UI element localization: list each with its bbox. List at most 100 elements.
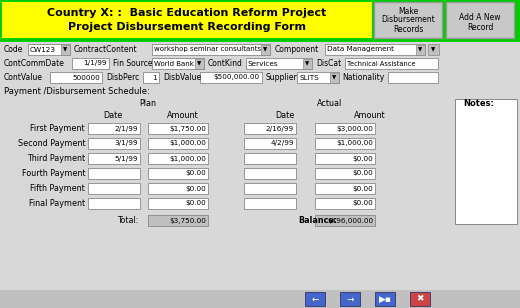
Bar xyxy=(143,72,159,83)
Text: ▼: ▼ xyxy=(332,75,336,80)
Bar xyxy=(0,40,520,291)
Text: $0.00: $0.00 xyxy=(185,185,206,192)
Text: →: → xyxy=(346,294,354,303)
Text: $0.00: $0.00 xyxy=(352,171,373,176)
Text: Date: Date xyxy=(103,111,123,120)
Text: SLITS: SLITS xyxy=(299,75,319,80)
Text: ▼: ▼ xyxy=(63,47,68,52)
Text: Plan: Plan xyxy=(139,99,157,108)
Bar xyxy=(88,198,140,209)
Bar xyxy=(50,72,102,83)
Bar xyxy=(28,44,70,55)
Text: 2/16/99: 2/16/99 xyxy=(266,125,294,132)
Bar xyxy=(88,138,140,149)
Text: Project Disbursement Recording Form: Project Disbursement Recording Form xyxy=(68,22,306,32)
Text: workshop seminar consultants: workshop seminar consultants xyxy=(154,47,261,52)
Bar xyxy=(315,168,375,179)
Bar xyxy=(325,44,425,55)
Bar xyxy=(244,168,296,179)
Bar xyxy=(303,59,311,68)
Bar xyxy=(244,198,296,209)
Bar xyxy=(148,138,208,149)
Text: Records: Records xyxy=(393,25,423,34)
Text: 3/1/99: 3/1/99 xyxy=(114,140,138,147)
Text: 500000: 500000 xyxy=(72,75,100,80)
Text: Disbursement: Disbursement xyxy=(381,15,435,25)
Text: ←: ← xyxy=(311,294,319,303)
Text: CW123: CW123 xyxy=(30,47,56,52)
Text: $0.00: $0.00 xyxy=(352,156,373,161)
Bar xyxy=(148,183,208,194)
Text: Add A New: Add A New xyxy=(459,13,501,22)
Text: Actual: Actual xyxy=(317,99,343,108)
Text: Date: Date xyxy=(276,111,295,120)
Text: ▼: ▼ xyxy=(419,47,423,52)
Text: Record: Record xyxy=(467,22,493,31)
Text: 2/1/99: 2/1/99 xyxy=(114,125,138,132)
Bar xyxy=(0,290,520,308)
Bar xyxy=(345,58,438,69)
Text: $1,000.00: $1,000.00 xyxy=(169,140,206,147)
Bar xyxy=(428,44,439,55)
Bar xyxy=(148,123,208,134)
Bar xyxy=(340,292,360,306)
Bar xyxy=(88,153,140,164)
Text: 1/1/99: 1/1/99 xyxy=(84,60,107,67)
Text: Payment /Disbursement Schedule:: Payment /Disbursement Schedule: xyxy=(4,87,150,96)
Bar xyxy=(305,292,325,306)
Text: Fourth Payment: Fourth Payment xyxy=(21,169,85,178)
Text: DisbPerc: DisbPerc xyxy=(106,73,139,82)
Bar xyxy=(410,292,430,306)
Text: $1,750.00: $1,750.00 xyxy=(169,125,206,132)
Text: ContractContent: ContractContent xyxy=(74,45,138,54)
Text: Technical Assistance: Technical Assistance xyxy=(347,60,415,67)
Bar xyxy=(315,198,375,209)
Bar xyxy=(152,44,270,55)
Text: DisCat: DisCat xyxy=(316,59,341,68)
Bar xyxy=(88,123,140,134)
Text: Total:: Total: xyxy=(116,216,138,225)
Bar xyxy=(297,72,339,83)
Text: Balance:: Balance: xyxy=(298,216,337,225)
Bar xyxy=(315,153,375,164)
Bar xyxy=(446,2,514,38)
Text: $1,000.00: $1,000.00 xyxy=(169,156,206,161)
Text: Amount: Amount xyxy=(167,111,199,120)
Text: ▼: ▼ xyxy=(305,61,309,66)
Text: $3,750.00: $3,750.00 xyxy=(169,217,206,224)
Bar xyxy=(0,40,520,42)
Bar xyxy=(375,292,395,306)
Bar xyxy=(148,168,208,179)
Bar xyxy=(330,72,339,83)
Bar xyxy=(315,183,375,194)
Text: Make: Make xyxy=(398,6,418,15)
Bar xyxy=(244,183,296,194)
Bar xyxy=(388,72,438,83)
Bar xyxy=(315,123,375,134)
Text: $1,000.00: $1,000.00 xyxy=(336,140,373,147)
Bar xyxy=(2,2,372,38)
Text: Code: Code xyxy=(4,45,23,54)
Bar xyxy=(61,44,70,55)
Text: 5/1/99: 5/1/99 xyxy=(114,156,138,161)
Text: ▼: ▼ xyxy=(198,61,202,66)
Bar xyxy=(315,138,375,149)
Text: 1: 1 xyxy=(152,75,157,80)
Text: Services: Services xyxy=(248,60,279,67)
Bar xyxy=(244,138,296,149)
Text: Component: Component xyxy=(275,45,319,54)
Text: 4/2/99: 4/2/99 xyxy=(270,140,294,147)
Text: ▶▪: ▶▪ xyxy=(379,294,392,303)
Text: Fin Source: Fin Source xyxy=(113,59,152,68)
Bar xyxy=(246,58,312,69)
Text: $500,000.00: $500,000.00 xyxy=(214,75,260,80)
Bar xyxy=(244,123,296,134)
Text: ▼: ▼ xyxy=(263,47,268,52)
Text: ContKind: ContKind xyxy=(208,59,243,68)
Bar xyxy=(72,58,109,69)
Text: Amount: Amount xyxy=(354,111,386,120)
Bar xyxy=(148,198,208,209)
Bar xyxy=(374,2,442,38)
Bar xyxy=(200,72,262,83)
Bar xyxy=(88,183,140,194)
